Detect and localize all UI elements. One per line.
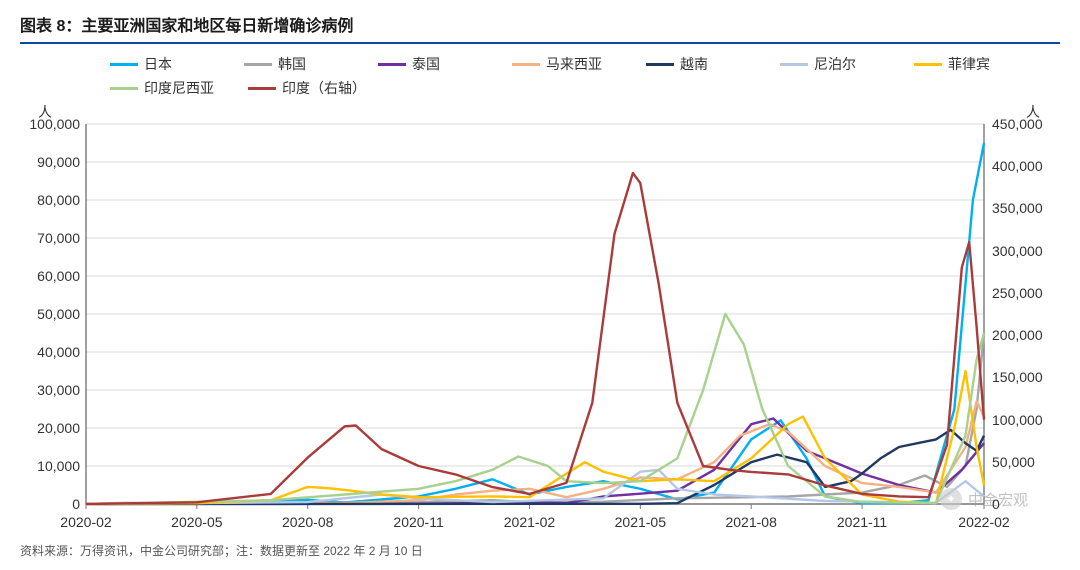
chart-title: 图表 8：主要亚洲国家和地区每日新增确诊病例 bbox=[20, 12, 1060, 44]
legend-label: 印度（右轴） bbox=[282, 78, 366, 98]
ytick-right: 100,000 bbox=[992, 412, 1058, 428]
legend-label: 菲律宾 bbox=[948, 54, 990, 74]
ytick-left: 10,000 bbox=[20, 458, 80, 474]
legend-item-nepal: 尼泊尔 bbox=[780, 54, 880, 74]
ytick-right: 450,000 bbox=[992, 116, 1058, 132]
legend-item-malaysia: 马来西亚 bbox=[512, 54, 612, 74]
xtick: 2020-08 bbox=[282, 514, 333, 530]
xtick: 2022-02 bbox=[958, 514, 1009, 530]
ytick-right: 400,000 bbox=[992, 158, 1058, 174]
xtick: 2020-05 bbox=[171, 514, 222, 530]
legend-item-india: 印度（右轴） bbox=[248, 78, 366, 98]
ytick-left: 60,000 bbox=[20, 268, 80, 284]
ytick-left: 0 bbox=[20, 496, 80, 512]
ytick-left: 90,000 bbox=[20, 154, 80, 170]
xtick: 2020-02 bbox=[60, 514, 111, 530]
ytick-left: 100,000 bbox=[20, 116, 80, 132]
legend-label: 印度尼西亚 bbox=[144, 78, 214, 98]
xtick: 2021-05 bbox=[615, 514, 666, 530]
legend-swatch bbox=[110, 87, 138, 90]
chart-area: 人 人 ✦ 中金宏观 010,00020,00030,00040,00050,0… bbox=[20, 102, 1058, 532]
ytick-left: 30,000 bbox=[20, 382, 80, 398]
series-japan bbox=[86, 143, 984, 504]
legend: 日本 韩国 泰国 马来西亚 越南 尼泊尔 菲律宾印度尼西亚 印度（右轴） bbox=[20, 50, 1060, 102]
legend-swatch bbox=[914, 63, 942, 66]
ytick-left: 20,000 bbox=[20, 420, 80, 436]
legend-item-indonesia: 印度尼西亚 bbox=[110, 78, 214, 98]
legend-label: 韩国 bbox=[278, 54, 306, 74]
source-note: 资料来源：万得资讯，中金公司研究部；注：数据更新至 2022 年 2 月 10 … bbox=[20, 542, 1060, 559]
legend-label: 尼泊尔 bbox=[814, 54, 856, 74]
series-malaysia bbox=[86, 401, 984, 504]
legend-item-philippines: 菲律宾 bbox=[914, 54, 1014, 74]
legend-label: 泰国 bbox=[412, 54, 440, 74]
series-india bbox=[86, 173, 984, 504]
ytick-right: 0 bbox=[992, 496, 1058, 512]
legend-item-thailand: 泰国 bbox=[378, 54, 478, 74]
series-philippines bbox=[86, 371, 984, 504]
xtick: 2021-11 bbox=[837, 514, 887, 530]
legend-item-korea: 韩国 bbox=[244, 54, 344, 74]
ytick-left: 40,000 bbox=[20, 344, 80, 360]
legend-swatch bbox=[780, 63, 808, 66]
legend-swatch bbox=[378, 63, 406, 66]
ytick-right: 300,000 bbox=[992, 243, 1058, 259]
legend-swatch bbox=[244, 63, 272, 66]
ytick-right: 250,000 bbox=[992, 285, 1058, 301]
wechat-icon: ✦ bbox=[940, 488, 962, 510]
xtick: 2021-08 bbox=[725, 514, 776, 530]
xtick: 2020-11 bbox=[393, 514, 443, 530]
xtick: 2021-02 bbox=[504, 514, 555, 530]
ytick-left: 80,000 bbox=[20, 192, 80, 208]
legend-swatch bbox=[646, 63, 674, 66]
legend-swatch bbox=[512, 63, 540, 66]
legend-label: 日本 bbox=[144, 54, 172, 74]
legend-label: 马来西亚 bbox=[546, 54, 602, 74]
legend-label: 越南 bbox=[680, 54, 708, 74]
ytick-left: 70,000 bbox=[20, 230, 80, 246]
plot-svg bbox=[20, 102, 1058, 532]
ytick-left: 50,000 bbox=[20, 306, 80, 322]
legend-swatch bbox=[248, 87, 276, 90]
legend-item-vietnam: 越南 bbox=[646, 54, 746, 74]
series-indonesia bbox=[86, 314, 984, 504]
legend-swatch bbox=[110, 63, 138, 66]
legend-item-japan: 日本 bbox=[110, 54, 210, 74]
ytick-right: 350,000 bbox=[992, 200, 1058, 216]
ytick-right: 200,000 bbox=[992, 327, 1058, 343]
ytick-right: 50,000 bbox=[992, 454, 1058, 470]
ytick-right: 150,000 bbox=[992, 369, 1058, 385]
